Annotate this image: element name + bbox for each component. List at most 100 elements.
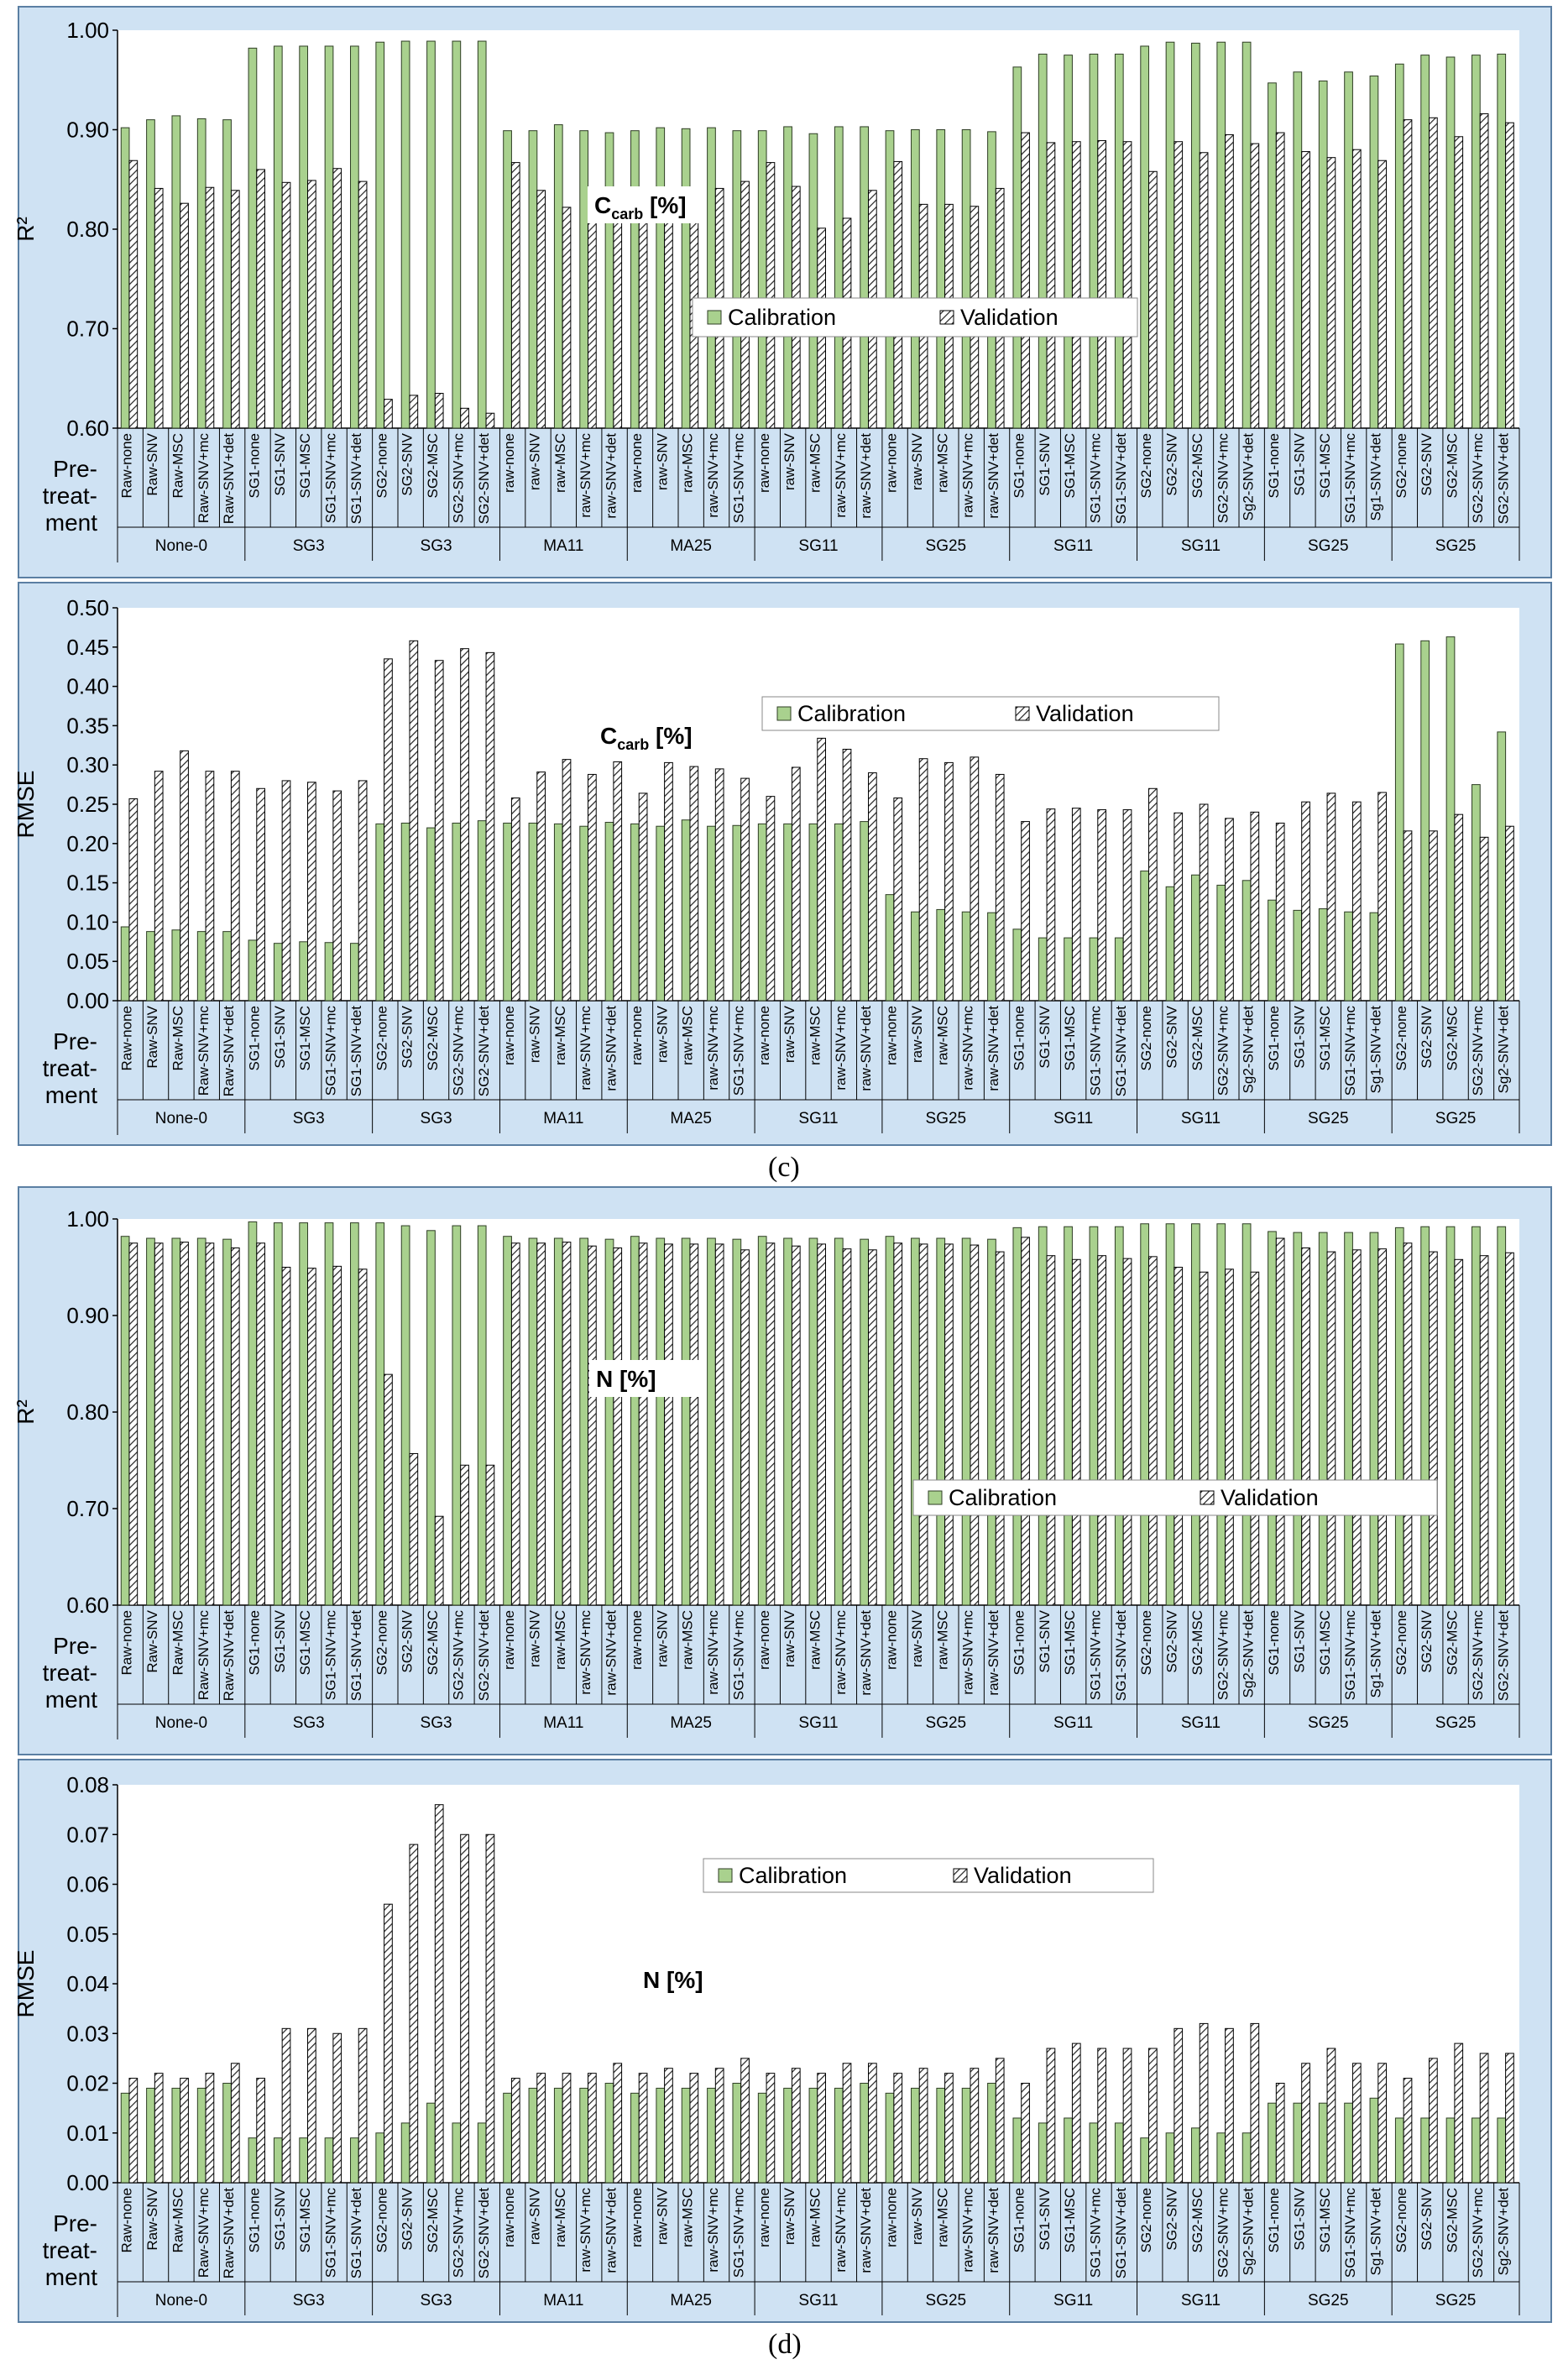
- validation-bar: [1275, 822, 1285, 1002]
- y-tick-label: 0.01: [66, 2121, 109, 2146]
- validation-bar: [1250, 1271, 1260, 1606]
- category-label: SG2-none: [374, 1610, 389, 1676]
- group-label: SG11: [1053, 1110, 1093, 1127]
- legend-validation-label: Validation: [974, 1863, 1072, 1888]
- calibration-bar: [1445, 1226, 1456, 1606]
- y-tick-label: 0.06: [66, 1872, 109, 1897]
- calibration-bar: [1012, 1227, 1022, 1606]
- group-label: SG3: [293, 2292, 325, 2309]
- category-label: raw-SNV+det: [985, 2188, 1001, 2273]
- pretreatment-label: ment: [45, 2264, 97, 2290]
- calibration-bar: [757, 2092, 767, 2184]
- category-label: Raw-SNV+mc: [196, 1610, 212, 1701]
- category-label: SG2-none: [1393, 1006, 1409, 1071]
- calibration-bar: [1344, 71, 1353, 429]
- calibration-bar: [400, 1225, 410, 1606]
- validation-bar: [664, 200, 673, 429]
- calibration-bar: [1165, 41, 1175, 429]
- validation-bar: [842, 2063, 852, 2184]
- validation-bar: [1021, 821, 1030, 1002]
- calibration-bar: [1318, 80, 1328, 429]
- calibration-bar: [120, 1236, 130, 1606]
- category-label: raw-none: [501, 1610, 517, 1670]
- category-label: raw-SNV+mc: [960, 433, 976, 518]
- validation-bar: [588, 773, 597, 1002]
- category-label: Raw-none: [119, 2188, 135, 2253]
- group-label: None-0: [155, 2292, 207, 2309]
- category-label: raw-SNV+mc: [705, 1006, 721, 1091]
- calibration-bar: [1191, 1223, 1200, 1606]
- calibration-bar: [120, 926, 130, 1002]
- category-label: raw-none: [756, 433, 772, 493]
- validation-bar: [510, 2078, 520, 2184]
- category-label: raw-none: [501, 1006, 517, 1065]
- category-label: SG1-SNV+mc: [323, 1610, 339, 1701]
- category-label: raw-SNV+mc: [833, 2188, 849, 2273]
- validation-bar: [1377, 2063, 1388, 2184]
- category-label: Sg1-SNV+det: [1368, 1006, 1384, 1094]
- validation-bar: [588, 1245, 597, 1606]
- category-label: raw-none: [501, 433, 517, 493]
- validation-bar: [180, 750, 189, 1002]
- category-label: SG1-none: [1266, 1610, 1282, 1676]
- category-label: raw-SNV: [782, 1609, 797, 1667]
- y-tick-label: 1.00: [66, 18, 109, 43]
- calibration-bar: [1064, 55, 1073, 429]
- category-label: raw-none: [629, 1610, 645, 1670]
- group-label: SG25: [1435, 1714, 1477, 1732]
- validation-bar: [944, 761, 954, 1002]
- y-tick-label: 0.08: [66, 1772, 109, 1797]
- calibration-bar: [757, 1236, 767, 1606]
- validation-bar: [562, 2073, 572, 2184]
- category-label: SG1-MSC: [1062, 1006, 1078, 1070]
- category-label: SG1-SNV+mc: [1088, 1610, 1104, 1701]
- validation-bar: [1225, 1268, 1234, 1606]
- y-tick-label: 0.02: [66, 2071, 109, 2096]
- validation-bar: [766, 162, 776, 429]
- validation-bar: [1377, 160, 1388, 429]
- category-label: SG1-SNV+mc: [1088, 1006, 1104, 1096]
- legend-box: [761, 696, 1220, 731]
- validation-bar: [230, 1248, 240, 1606]
- group-label: MA11: [543, 2292, 583, 2309]
- validation-bar: [918, 758, 928, 1002]
- category-label: SG1-SNV+mc: [730, 1006, 746, 1096]
- calibration-bar: [477, 2122, 487, 2184]
- validation-bar: [409, 640, 419, 1002]
- group-label: SG25: [926, 2292, 967, 2309]
- pretreatment-label: treat-: [43, 2237, 97, 2263]
- calibration-bar: [936, 129, 946, 429]
- validation-bar: [1301, 2063, 1310, 2184]
- y-tick-label: 0.50: [66, 595, 109, 620]
- calibration-bar: [911, 2087, 920, 2184]
- category-label: Raw-SNV+mc: [196, 1006, 212, 1096]
- validation-bar: [995, 1251, 1005, 1606]
- category-label: SG2-SNV: [1419, 1609, 1435, 1672]
- calibration-bar: [1114, 2122, 1124, 2184]
- calibration-bar: [961, 129, 971, 429]
- calibration-bar: [1344, 2102, 1353, 2184]
- calibration-bar: [452, 822, 462, 1002]
- validation-bar: [714, 1243, 724, 1606]
- calibration-bar: [1012, 2117, 1022, 2184]
- validation-bar: [510, 798, 520, 1002]
- category-label: raw-SNV: [527, 1609, 543, 1667]
- calibration-bar: [553, 124, 563, 429]
- calibration-bar: [273, 943, 283, 1002]
- calibration-bar: [528, 1237, 538, 1606]
- category-label: SG2-SNV: [1164, 1609, 1180, 1672]
- group-label: SG25: [1308, 537, 1349, 555]
- validation-bar: [1021, 132, 1030, 429]
- category-label: SG1-SNV+mc: [1342, 433, 1358, 524]
- calibration-bar: [350, 2137, 359, 2184]
- validation-bar: [230, 190, 240, 429]
- category-label: raw-SNV: [654, 1005, 670, 1063]
- calibration-bar: [1242, 1223, 1252, 1606]
- validation-bar: [1174, 1267, 1184, 1606]
- category-label: SG1-none: [1011, 1610, 1027, 1676]
- category-label: SG1-SNV+mc: [1342, 1610, 1358, 1701]
- calibration-bar: [1497, 53, 1507, 429]
- calibration-bar: [1472, 55, 1481, 429]
- group-label: MA25: [670, 537, 712, 555]
- validation-bar: [1122, 2048, 1132, 2184]
